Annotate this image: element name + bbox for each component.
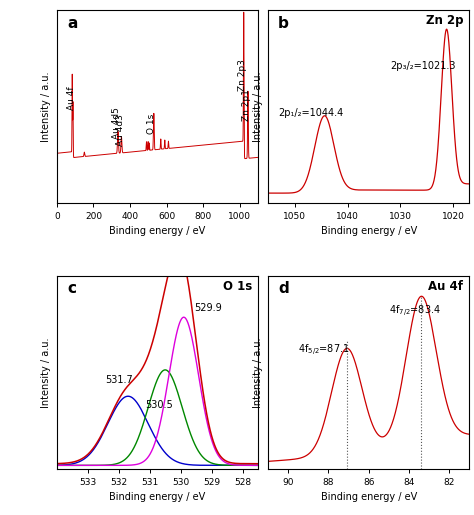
Y-axis label: Intensity / a.u.: Intensity / a.u. <box>41 72 51 142</box>
Text: O 1s: O 1s <box>223 280 252 293</box>
Text: 2p₃/₂=1021.3: 2p₃/₂=1021.3 <box>390 61 456 71</box>
Text: Au 4d3: Au 4d3 <box>117 114 126 146</box>
X-axis label: Binding energy / eV: Binding energy / eV <box>320 492 417 502</box>
X-axis label: Binding energy / eV: Binding energy / eV <box>320 227 417 236</box>
Y-axis label: Intensity / a.u.: Intensity / a.u. <box>253 72 263 142</box>
Text: a: a <box>67 15 77 30</box>
Text: Zn 2p: Zn 2p <box>426 14 463 27</box>
Text: Zn 2p3: Zn 2p3 <box>238 59 247 91</box>
X-axis label: Binding energy / eV: Binding energy / eV <box>109 492 206 502</box>
Text: d: d <box>278 281 289 297</box>
Y-axis label: Intensity / a.u.: Intensity / a.u. <box>253 337 263 407</box>
Text: 531.7: 531.7 <box>105 375 133 385</box>
Y-axis label: Intensity / a.u.: Intensity / a.u. <box>41 337 51 407</box>
X-axis label: Binding energy / eV: Binding energy / eV <box>109 227 206 236</box>
Text: Au 4f: Au 4f <box>67 86 76 110</box>
Text: Zn 2p1: Zn 2p1 <box>242 89 251 121</box>
Text: Au 4d5: Au 4d5 <box>112 107 121 139</box>
Text: 2p₁/₂=1044.4: 2p₁/₂=1044.4 <box>279 108 344 118</box>
Text: c: c <box>67 281 76 297</box>
Text: $\mathregular{4f_{5/2}}$=87.1: $\mathregular{4f_{5/2}}$=87.1 <box>298 343 350 358</box>
Text: b: b <box>278 15 289 30</box>
Text: $\mathregular{4f_{7/2}}$=83.4: $\mathregular{4f_{7/2}}$=83.4 <box>389 304 441 319</box>
Text: 530.5: 530.5 <box>145 400 173 410</box>
Text: Au 4f: Au 4f <box>428 280 463 293</box>
Text: 529.9: 529.9 <box>195 303 222 313</box>
Text: O 1s: O 1s <box>147 114 156 134</box>
